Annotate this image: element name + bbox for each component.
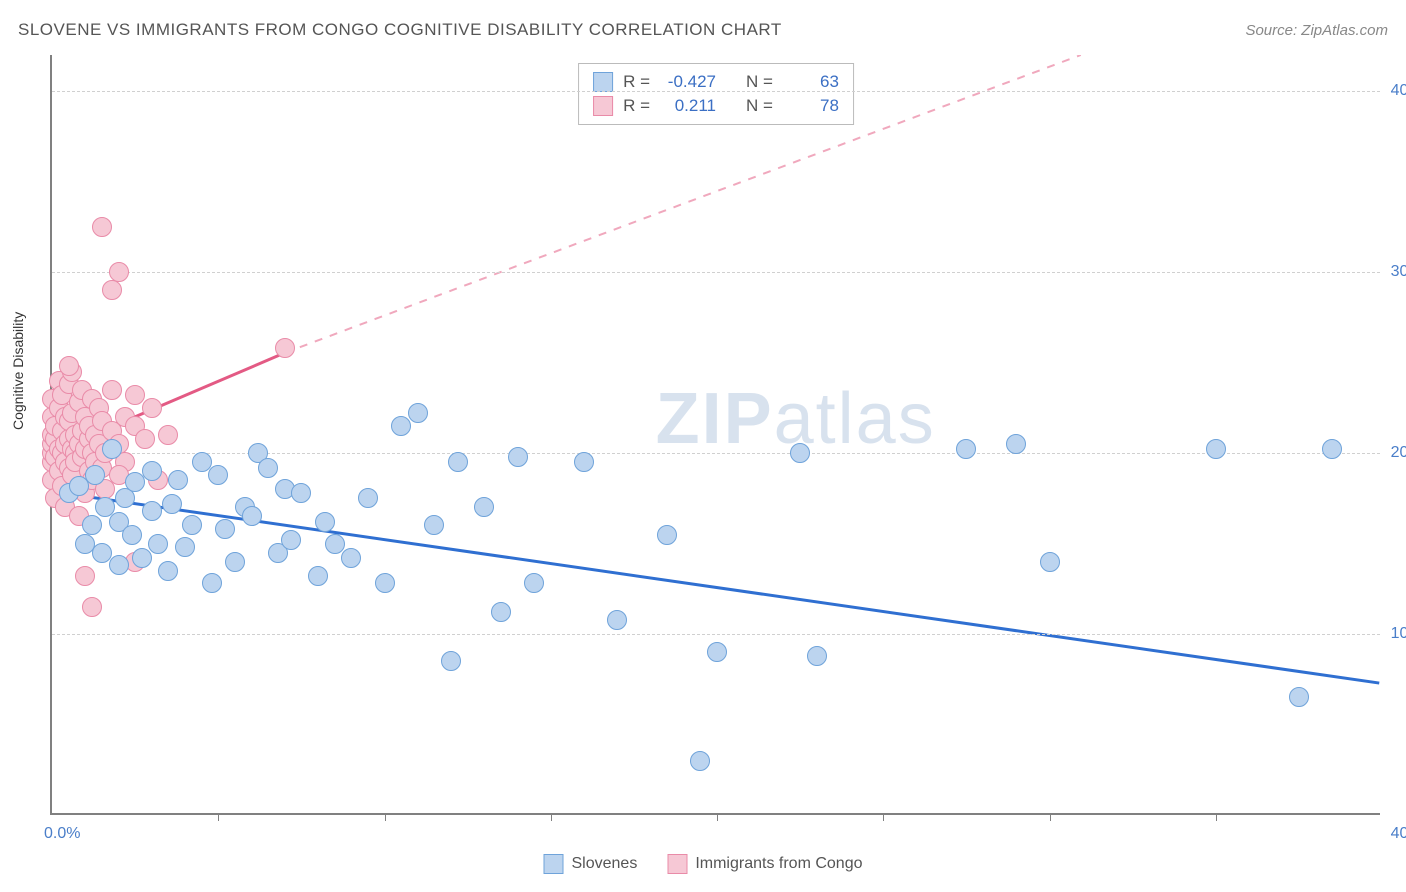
slovenes-point (158, 561, 178, 581)
slovenes-point (1289, 687, 1309, 707)
x-axis-origin-label: 0.0% (44, 825, 80, 843)
slovenes-point (202, 573, 222, 593)
chart-title: SLOVENE VS IMMIGRANTS FROM CONGO COGNITI… (18, 20, 782, 40)
swatch-slovenes (593, 72, 613, 92)
slovenes-point (807, 646, 827, 666)
congo-point (158, 425, 178, 445)
x-tick (218, 813, 219, 821)
swatch-congo (593, 96, 613, 116)
r-value-congo: 0.211 (660, 96, 716, 116)
congo-point (82, 597, 102, 617)
slovenes-point (291, 483, 311, 503)
slovenes-point (1322, 439, 1342, 459)
x-tick (883, 813, 884, 821)
slovenes-point (142, 461, 162, 481)
slovenes-point (375, 573, 395, 593)
x-tick (551, 813, 552, 821)
congo-point (92, 217, 112, 237)
x-tick (385, 813, 386, 821)
slovenes-point (1006, 434, 1026, 454)
slovenes-point (707, 642, 727, 662)
slovenes-point (215, 519, 235, 539)
n-value-slovenes: 63 (783, 72, 839, 92)
trend-lines (52, 55, 1380, 813)
slovenes-point (1206, 439, 1226, 459)
slovenes-point (1040, 552, 1060, 572)
legend: Slovenes Immigrants from Congo (544, 854, 863, 874)
slovenes-point (258, 458, 278, 478)
slovenes-point (82, 515, 102, 535)
slovenes-point (508, 447, 528, 467)
slovenes-point (175, 537, 195, 557)
chart-header: SLOVENE VS IMMIGRANTS FROM CONGO COGNITI… (18, 20, 1388, 40)
slovenes-point (474, 497, 494, 517)
slovenes-point (956, 439, 976, 459)
slovenes-point (441, 651, 461, 671)
gridline (52, 272, 1380, 273)
slovenes-point (308, 566, 328, 586)
y-tick-label: 20.0% (1391, 444, 1406, 462)
r-value-slovenes: -0.427 (660, 72, 716, 92)
slovenes-point (607, 610, 627, 630)
slovenes-point (408, 403, 428, 423)
slovenes-point (315, 512, 335, 532)
slovenes-point (341, 548, 361, 568)
congo-point (59, 356, 79, 376)
slovenes-point (182, 515, 202, 535)
slovenes-point (162, 494, 182, 514)
congo-point (135, 429, 155, 449)
slovenes-point (491, 602, 511, 622)
legend-swatch-congo (667, 854, 687, 874)
gridline (52, 634, 1380, 635)
slovenes-point (132, 548, 152, 568)
congo-point (275, 338, 295, 358)
y-axis-label: Cognitive Disability (10, 312, 26, 430)
slovenes-point (524, 573, 544, 593)
congo-point (102, 380, 122, 400)
n-value-congo: 78 (783, 96, 839, 116)
gridline (52, 91, 1380, 92)
x-tick (1050, 813, 1051, 821)
x-axis-max-label: 40.0% (1391, 825, 1406, 843)
legend-item-congo: Immigrants from Congo (667, 854, 862, 874)
congo-point (142, 398, 162, 418)
congo-point (102, 280, 122, 300)
legend-label-slovenes: Slovenes (572, 855, 638, 873)
legend-item-slovenes: Slovenes (544, 854, 638, 874)
x-tick (1216, 813, 1217, 821)
stats-row-congo: R = 0.211 N = 78 (593, 94, 839, 118)
source-attribution: Source: ZipAtlas.com (1245, 22, 1388, 39)
slovenes-point (109, 555, 129, 575)
slovenes-point (448, 452, 468, 472)
slovenes-point (325, 534, 345, 554)
y-tick-label: 30.0% (1391, 263, 1406, 281)
slovenes-point (225, 552, 245, 572)
congo-point (109, 262, 129, 282)
slovenes-point (281, 530, 301, 550)
y-tick-label: 10.0% (1391, 625, 1406, 643)
slovenes-point (142, 501, 162, 521)
slovenes-point (85, 465, 105, 485)
legend-swatch-slovenes (544, 854, 564, 874)
y-tick-label: 40.0% (1391, 82, 1406, 100)
slovenes-point (391, 416, 411, 436)
slovenes-point (148, 534, 168, 554)
slovenes-point (424, 515, 444, 535)
slovenes-point (122, 525, 142, 545)
slovenes-point (657, 525, 677, 545)
x-tick (717, 813, 718, 821)
slovenes-point (690, 751, 710, 771)
legend-label-congo: Immigrants from Congo (695, 855, 862, 873)
slovenes-point (208, 465, 228, 485)
slovenes-point (358, 488, 378, 508)
congo-point (75, 566, 95, 586)
slovenes-point (102, 439, 122, 459)
correlation-stats-box: R = -0.427 N = 63 R = 0.211 N = 78 (578, 63, 854, 125)
slovenes-point (168, 470, 188, 490)
slovenes-point (790, 443, 810, 463)
slovenes-point (574, 452, 594, 472)
plot-area: ZIPatlas R = -0.427 N = 63 R = 0.211 N =… (50, 55, 1380, 815)
slovenes-point (242, 506, 262, 526)
